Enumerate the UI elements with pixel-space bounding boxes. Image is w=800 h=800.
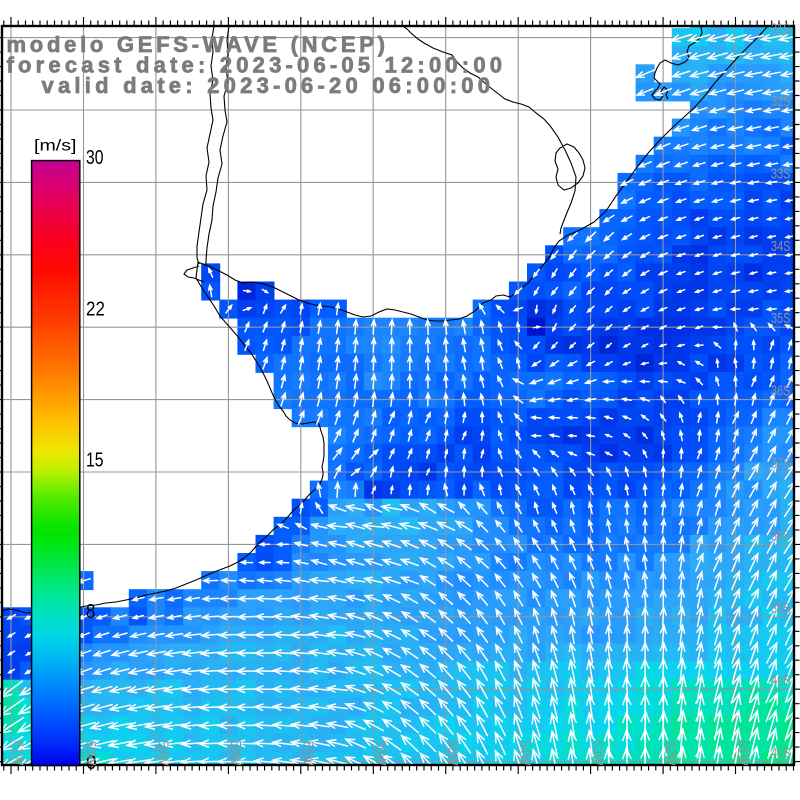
svg-text:61W: 61W bbox=[10, 741, 26, 766]
svg-text:53W: 53W bbox=[589, 741, 605, 766]
svg-text:37S: 37S bbox=[771, 456, 791, 472]
svg-text:39S: 39S bbox=[771, 601, 791, 617]
svg-text:55W: 55W bbox=[444, 741, 460, 766]
svg-text:[m/s]: [m/s] bbox=[34, 138, 77, 155]
svg-text:40S: 40S bbox=[771, 673, 791, 689]
svg-text:22: 22 bbox=[86, 297, 105, 320]
svg-text:57W: 57W bbox=[299, 741, 315, 766]
svg-text:58W: 58W bbox=[227, 741, 243, 766]
svg-text:59W: 59W bbox=[154, 741, 170, 766]
svg-text:31S: 31S bbox=[771, 22, 791, 38]
svg-text:41S: 41S bbox=[771, 746, 791, 762]
svg-text:35S: 35S bbox=[771, 311, 791, 327]
svg-text:51W: 51W bbox=[734, 741, 750, 766]
svg-text:34S: 34S bbox=[771, 239, 791, 255]
svg-text:54W: 54W bbox=[517, 741, 533, 766]
svg-text:32S: 32S bbox=[771, 94, 791, 110]
svg-text:52W: 52W bbox=[662, 741, 678, 766]
svg-text:56W: 56W bbox=[372, 741, 388, 766]
svg-text:38S: 38S bbox=[771, 528, 791, 544]
svg-text:60W: 60W bbox=[82, 741, 98, 766]
svg-text:30: 30 bbox=[86, 146, 104, 169]
svg-text:33S: 33S bbox=[771, 166, 791, 182]
svg-text:modelo GEFS-WAVE (NCEP): modelo GEFS-WAVE (NCEP) bbox=[7, 32, 386, 57]
svg-text:36S: 36S bbox=[771, 384, 791, 400]
svg-text:8: 8 bbox=[86, 600, 95, 623]
svg-text:15: 15 bbox=[86, 449, 104, 472]
